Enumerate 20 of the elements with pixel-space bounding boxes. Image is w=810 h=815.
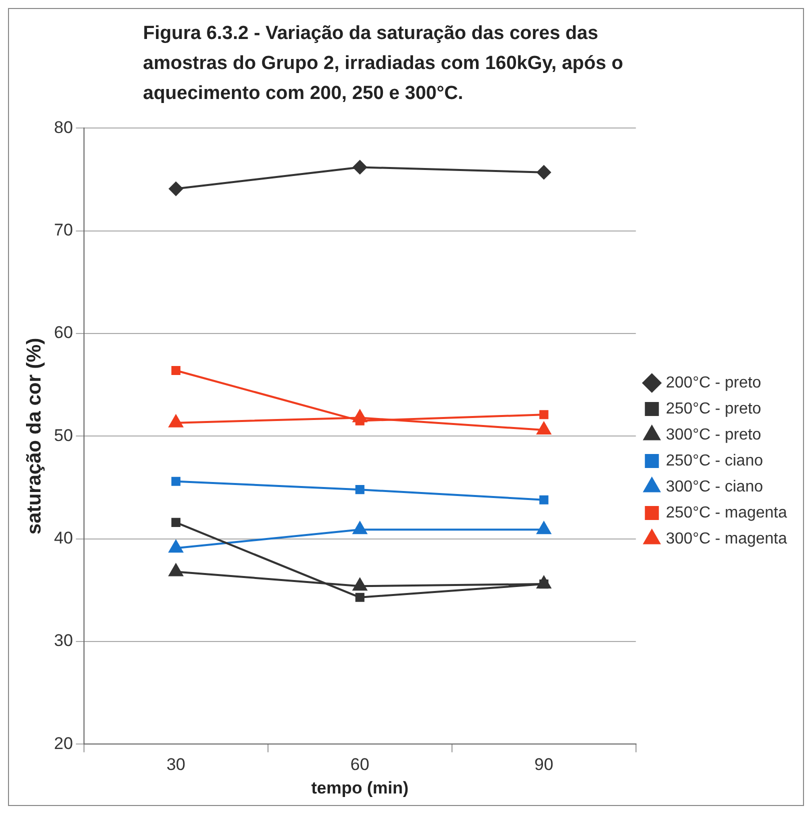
y-tick-label: 80 xyxy=(54,118,73,137)
y-tick-label: 40 xyxy=(54,528,73,548)
legend-label: 200°C - preto xyxy=(666,374,762,392)
legend-label: 250°C - preto xyxy=(666,400,762,418)
legend-label: 300°C - magenta xyxy=(666,530,788,548)
x-tick-label: 30 xyxy=(166,755,186,774)
legend-label: 300°C - preto xyxy=(666,426,762,444)
legend-label: 300°C - ciano xyxy=(666,478,764,496)
y-tick-label: 60 xyxy=(54,323,73,342)
chart-title: Figura 6.3.2 - Variação da saturação das cores das amostras do Grupo 2, irradiadas com 160kGy, após o aquecimento com 200, 250 e 300°C. xyxy=(142,22,624,106)
y-tick-label: 70 xyxy=(54,220,73,240)
x-tick-label: 90 xyxy=(534,755,554,774)
legend-label: 250°C - magenta xyxy=(666,504,788,522)
x-tick-label: 60 xyxy=(350,755,370,774)
y-tick-label: 30 xyxy=(54,631,73,650)
y-tick-label: 20 xyxy=(54,734,73,753)
legend-label: 250°C - ciano xyxy=(666,452,764,470)
x-axis-title: tempo (min) xyxy=(311,778,409,798)
y-axis-title: saturação da cor (%) xyxy=(24,338,46,535)
y-tick-label: 50 xyxy=(54,426,73,445)
